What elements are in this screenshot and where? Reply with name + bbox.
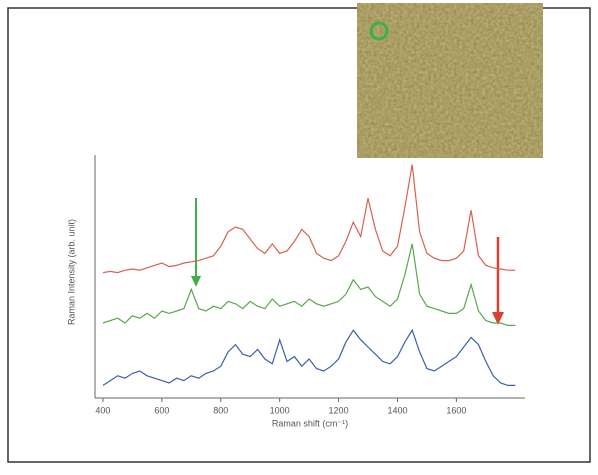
y-axis-label: Raman Intensity (arb. unit) (66, 219, 76, 325)
inset-image (357, 3, 543, 158)
x-axis-label: Raman shift (cm⁻¹) (272, 418, 348, 428)
x-tick-label: 400 (95, 405, 110, 415)
x-tick-label: 600 (154, 405, 169, 415)
x-tick-label: 800 (213, 405, 228, 415)
chart: Raman Intensity (arb. unit) Raman shift … (0, 0, 598, 470)
x-tick-label: 1000 (270, 405, 290, 415)
x-tick-label: 1400 (387, 405, 407, 415)
x-tick-label: 1600 (446, 405, 466, 415)
x-tick-label: 1200 (329, 405, 349, 415)
